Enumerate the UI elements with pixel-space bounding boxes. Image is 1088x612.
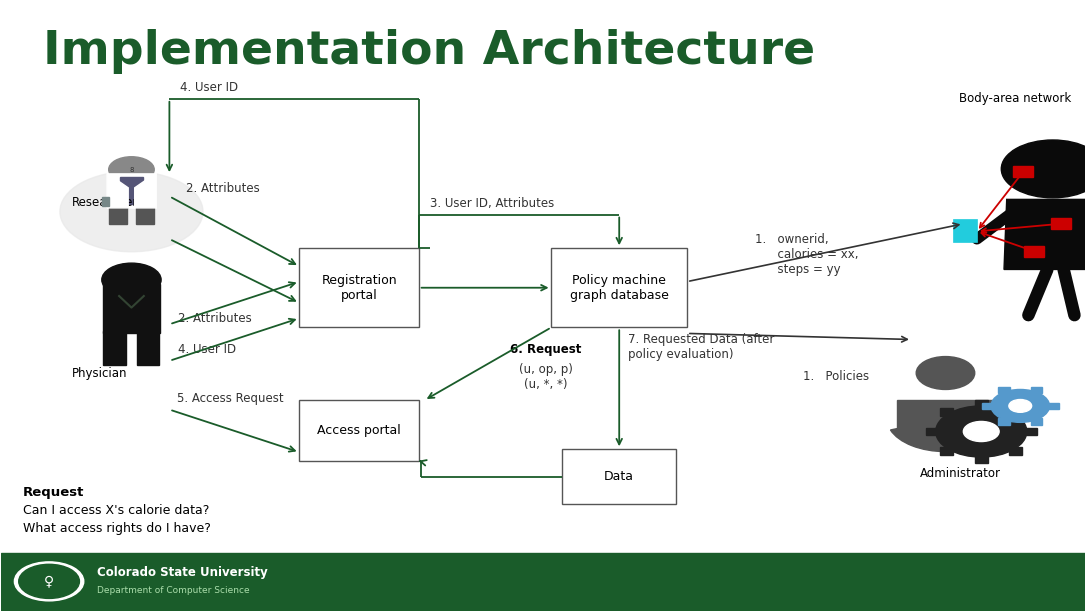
Text: Request: Request (23, 486, 85, 499)
Text: Physician: Physician (72, 367, 127, 380)
Circle shape (1001, 140, 1088, 198)
Bar (975, 455, 988, 463)
Text: 4. User ID: 4. User ID (178, 343, 236, 356)
Text: Department of Computer Science: Department of Computer Science (97, 586, 249, 595)
Text: (u, op, p)
(u, *, *): (u, op, p) (u, *, *) (519, 363, 573, 390)
Polygon shape (107, 173, 128, 208)
Circle shape (991, 389, 1050, 422)
Bar (975, 400, 988, 408)
Text: Policy machine
graph database: Policy machine graph database (570, 274, 669, 302)
Bar (981, 403, 993, 409)
Text: 2. Attributes: 2. Attributes (178, 313, 251, 326)
Text: 3. User ID, Attributes: 3. User ID, Attributes (430, 196, 554, 210)
Bar (1051, 218, 1071, 230)
Bar (1013, 166, 1033, 177)
Bar (1010, 447, 1023, 455)
Text: ♀: ♀ (44, 575, 54, 588)
Bar (998, 387, 1010, 394)
Bar (1, 553, 1086, 611)
Bar (952, 219, 977, 242)
Circle shape (109, 157, 154, 182)
Bar (940, 408, 953, 416)
Bar (1030, 419, 1042, 425)
Circle shape (916, 357, 975, 389)
Circle shape (18, 564, 79, 599)
Bar (1030, 387, 1042, 394)
Bar (1024, 428, 1037, 435)
Text: Registration
portal: Registration portal (321, 274, 397, 302)
Text: 8: 8 (129, 166, 134, 173)
Bar (897, 400, 994, 428)
Text: Administrator: Administrator (920, 468, 1001, 480)
Text: Colorado State University: Colorado State University (97, 565, 268, 579)
Circle shape (60, 171, 203, 252)
Text: Access portal: Access portal (318, 424, 401, 438)
Polygon shape (135, 173, 156, 208)
Text: Implementation Architecture: Implementation Architecture (42, 29, 815, 74)
Circle shape (963, 422, 999, 441)
Bar (109, 206, 126, 225)
Circle shape (14, 562, 84, 601)
Bar (102, 285, 160, 333)
Bar (299, 400, 419, 461)
Circle shape (102, 263, 161, 296)
Text: 4. User ID: 4. User ID (181, 81, 238, 94)
Text: Can I access X's calorie data?
What access rights do I have?: Can I access X's calorie data? What acce… (23, 504, 211, 535)
Bar (940, 447, 953, 455)
Text: 1.   ownerid,
      calories = xx,
      steps = yy: 1. ownerid, calories = xx, steps = yy (755, 233, 858, 276)
Wedge shape (890, 419, 1001, 452)
Text: Body-area network: Body-area network (959, 92, 1071, 105)
Bar (1010, 408, 1023, 416)
Text: Researcher: Researcher (72, 195, 138, 209)
Bar (926, 428, 939, 435)
Bar (1047, 403, 1059, 409)
Bar (562, 449, 676, 504)
Bar (299, 248, 419, 327)
Bar (137, 330, 160, 365)
Circle shape (1009, 400, 1031, 412)
Bar (107, 173, 156, 208)
Bar (120, 177, 143, 204)
Bar (998, 419, 1010, 425)
Text: 6. Request: 6. Request (510, 343, 582, 356)
Bar (136, 206, 154, 225)
Bar (103, 330, 126, 365)
Text: 2. Attributes: 2. Attributes (186, 182, 259, 195)
Circle shape (936, 406, 1027, 457)
Text: Data: Data (604, 470, 634, 483)
Bar (552, 248, 687, 327)
Bar (102, 197, 110, 206)
Polygon shape (1004, 200, 1088, 269)
Bar (1024, 245, 1043, 256)
Text: 1.   Policies: 1. Policies (803, 370, 869, 383)
Text: 7. Requested Data (after
policy evaluation): 7. Requested Data (after policy evaluati… (628, 334, 775, 362)
Text: 5. Access Request: 5. Access Request (177, 392, 284, 405)
